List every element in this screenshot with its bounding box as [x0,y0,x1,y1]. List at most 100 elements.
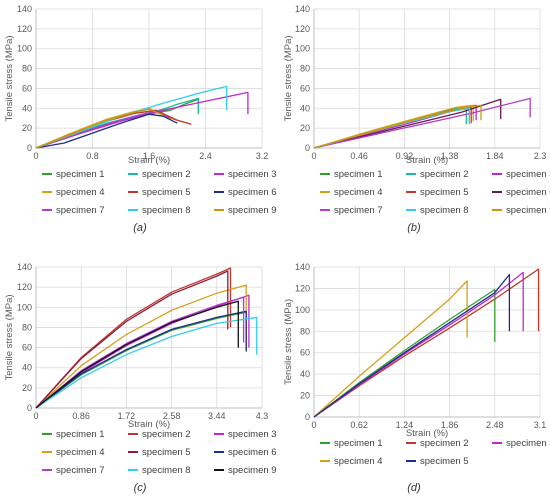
x-axis-label: Strain (%) [406,428,448,439]
series-line-4 [313,280,468,418]
legend-entry: specimen 3 [228,429,277,440]
legend-entry: specimen 1 [56,429,105,440]
y-tick-label: 80 [22,322,32,332]
y-tick-label: 0 [305,143,310,153]
x-tick-label: 0.86 [72,411,90,421]
y-axis-label: Tensile stress (MPa) [4,35,15,121]
legend-entry: specimen 5 [142,187,191,198]
y-tick-label: 60 [300,348,310,358]
legend-entry: specimen 4 [334,456,383,467]
series-line-1 [313,288,496,418]
x-tick-label: 3.2 [256,151,269,161]
series-line-7 [35,110,171,149]
x-tick-label: 1.6 [143,151,156,161]
legend-entry: specimen 4 [56,187,105,198]
panel-a: 0 20 40 60 80 100 120 140 0 0.8 1.6 2.4 3.2 Strain (%… [4,4,277,234]
x-tick-label: 1.38 [441,151,459,161]
y-tick-label: 140 [295,4,310,14]
y-tick-label: 100 [295,305,310,315]
legend-entry: specimen 5 [420,187,469,198]
x-tick-label: 0.92 [396,151,414,161]
legend-entry: specimen 7 [334,205,383,216]
x-tick-label: 2.4 [199,151,212,161]
series-line-2 [35,267,232,409]
series-line-7 [313,97,531,149]
x-tick-label: 2.3 [534,151,547,161]
panel-d: 0 20 40 60 80 100 120 140 0 0.62 1.24 1.86 2.48 3.1 St… [283,262,550,494]
y-tick-label: 120 [295,24,310,34]
series-line-6 [313,98,502,149]
series-line-8 [35,316,258,409]
y-tick-label: 40 [300,369,310,379]
x-tick-label: 0 [33,411,38,421]
legend-entry: specimen 7 [56,465,105,476]
y-tick-label: 60 [22,83,32,93]
y-tick-label: 140 [17,4,32,14]
y-axis-label: Tensile stress (MPa) [283,299,294,385]
x-axis-label: Strain (%) [128,155,170,166]
legend-entry: specimen 7 [56,205,105,216]
series-line-6 [35,310,247,409]
y-tick-label: 0 [27,403,32,413]
panel-b: 0 20 40 60 80 100 120 140 0 0.46 0.92 1.38 1.84 2.3 St… [283,4,550,234]
y-tick-label: 60 [300,83,310,93]
legend-entry: specimen 9 [506,205,550,216]
legend-entry: specimen 1 [56,169,105,180]
y-axis-label: Tensile stress (MPa) [283,35,294,121]
panel-caption: (c) [134,482,147,494]
y-tick-label: 0 [305,412,310,422]
legend-entry: specimen 1 [334,438,383,449]
series-line-7 [35,296,245,409]
y-tick-label: 80 [300,326,310,336]
legend-entry: specimen 3 [228,169,277,180]
panel-caption: (b) [407,222,421,234]
y-tick-label: 120 [17,24,32,34]
x-tick-label: 2.48 [486,420,504,430]
x-tick-label: 1.24 [396,420,414,430]
series-line-3 [35,91,249,149]
x-tick-label: 1.72 [118,411,136,421]
panel-caption: (d) [407,482,421,494]
x-tick-label: 0 [311,420,316,430]
series-line-9 [35,108,164,149]
y-tick-label: 60 [22,343,32,353]
y-tick-label: 100 [295,44,310,54]
x-tick-label: 4.3 [256,411,269,421]
y-tick-label: 80 [300,64,310,74]
y-tick-label: 80 [22,64,32,74]
legend-entry: specimen 6 [228,447,277,458]
y-tick-label: 20 [22,123,32,133]
y-tick-label: 20 [22,383,32,393]
legend-entry: specimen 5 [142,447,191,458]
y-tick-label: 20 [300,123,310,133]
panel-c: 0 20 40 60 80 100 120 140 0 0.86 1.72 2.58 3.44 4.3 St… [4,262,277,494]
x-tick-label: 1.84 [486,151,504,161]
x-tick-label: 2.58 [163,411,181,421]
series-line-4 [35,284,247,409]
x-tick-label: 3.1 [534,420,547,430]
legend-entry: specimen 9 [228,205,277,216]
legend-entry: specimen 8 [420,205,469,216]
y-tick-label: 40 [300,103,310,113]
series-line-5 [313,273,511,418]
y-tick-label: 120 [17,282,32,292]
series-line-2 [313,268,540,418]
series-line-9 [313,104,482,149]
legend-entry: specimen 2 [420,169,469,180]
legend-entry: specimen 1 [334,169,383,180]
series-line-5 [35,270,229,409]
legend-entry: specimen 4 [334,187,383,198]
x-tick-label: 0.8 [86,151,99,161]
y-tick-label: 140 [17,262,32,272]
legend-entry: specimen 3 [506,169,550,180]
series-line-9 [35,300,239,409]
legend-entry: specimen 2 [142,429,191,440]
y-tick-label: 100 [17,44,32,54]
legend-entry: specimen 8 [142,465,191,476]
legend-entry: specimen 2 [142,169,191,180]
x-tick-label: 3.44 [208,411,226,421]
y-tick-label: 100 [17,302,32,312]
y-tick-label: 140 [295,262,310,272]
panel-caption: (a) [133,222,147,234]
